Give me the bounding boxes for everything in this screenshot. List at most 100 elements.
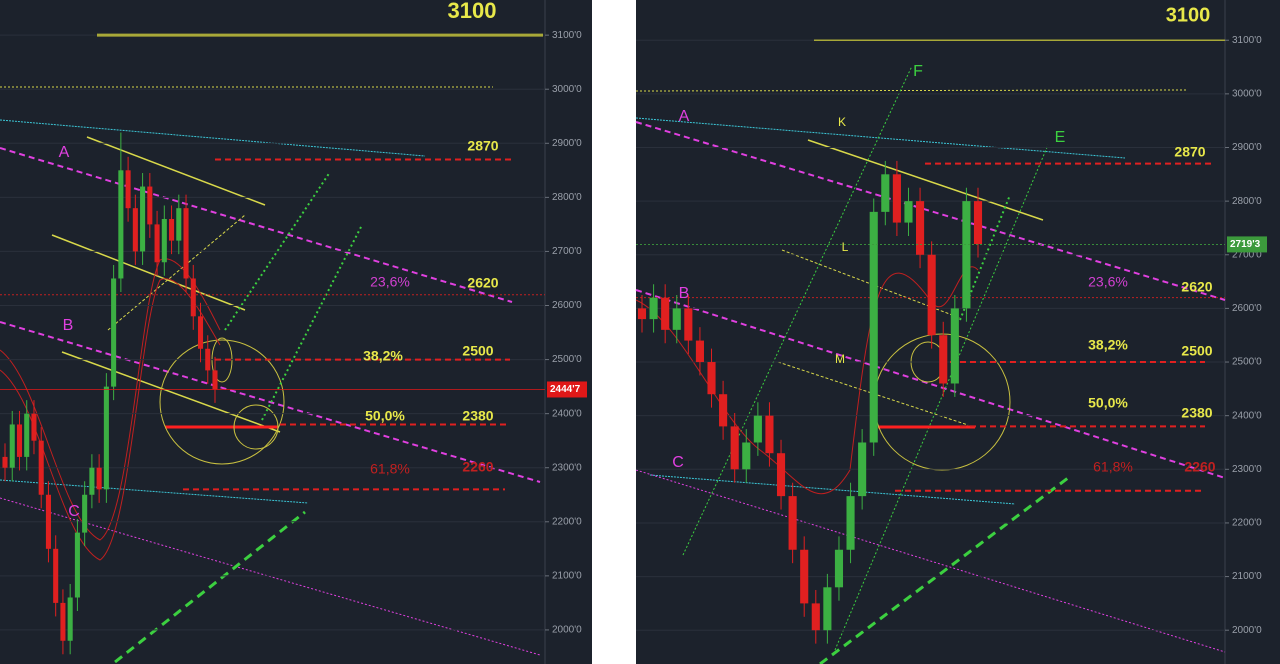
panel-left [0, 0, 592, 664]
candle-body [161, 218, 167, 263]
y-tick-label: 3100'0 [1232, 35, 1262, 46]
candle-body [707, 362, 716, 395]
wave-label: L [842, 240, 849, 254]
level-label: 2870 [467, 138, 498, 154]
fib-label: 23,6% [370, 274, 410, 290]
candle-body [125, 170, 131, 209]
candle-body [637, 308, 647, 320]
price-tag-label: 2719'3 [1230, 239, 1261, 250]
candle-body [962, 201, 971, 309]
price-tag [547, 381, 587, 398]
y-tick-label: 2000'0 [552, 625, 582, 636]
wave-label: K [838, 115, 846, 129]
y-tick-label: 2300'0 [1232, 464, 1262, 475]
fib-label: 61,8% [370, 461, 410, 477]
y-tick-label: 2100'0 [552, 571, 582, 582]
y-tick-label: 2600'0 [1232, 303, 1262, 314]
y-tick-label: 3100'0 [552, 30, 582, 41]
candle-body [649, 297, 658, 320]
candle-body [765, 415, 774, 454]
candle-body [927, 254, 936, 336]
candle-body [190, 278, 196, 317]
candle-body [904, 201, 913, 223]
candle-body [205, 348, 211, 371]
wave-label: M [835, 352, 845, 366]
wave-label: C [68, 503, 80, 520]
y-tick-label: 3000'0 [1232, 89, 1262, 100]
candle-body [684, 308, 693, 341]
level-label: 3100 [448, 0, 497, 23]
fib-label: 38,2% [363, 348, 403, 364]
candle-body [916, 201, 925, 255]
candle-body [31, 413, 37, 441]
y-tick-label: 2500'0 [1232, 357, 1262, 368]
wave-label: E [1055, 129, 1066, 146]
y-tick-label: 2800'0 [552, 192, 582, 203]
level-label: 2870 [1174, 144, 1205, 160]
candle-body [719, 394, 728, 427]
level-label: 2500 [462, 343, 493, 359]
y-tick-label: 2000'0 [1232, 625, 1262, 636]
fib-label: 38,2% [1088, 337, 1128, 353]
drawings-left [0, 86, 541, 664]
y-tick-label: 2300'0 [552, 462, 582, 473]
candle-body [742, 442, 751, 470]
level-label: 2380 [1181, 405, 1212, 421]
level-label: 2380 [462, 408, 493, 424]
candle-body [973, 201, 983, 245]
wave-label: F [913, 63, 923, 80]
y-tick-label: 2400'0 [552, 408, 582, 419]
y-tick-label: 2500'0 [552, 354, 582, 365]
y-tick-label: 2400'0 [1232, 410, 1262, 421]
fib-label: 23,6% [1088, 274, 1128, 290]
candle-body [776, 453, 786, 497]
candle-body [140, 186, 146, 252]
candle-body [823, 587, 832, 631]
level-label: 2260 [1184, 459, 1215, 475]
fib-label: 50,0% [1088, 395, 1128, 411]
candle-body [53, 548, 59, 603]
candle-body [811, 603, 820, 631]
candle-body [103, 386, 109, 490]
candle-body [892, 174, 901, 223]
candle-body [788, 496, 797, 550]
y-tick-label: 2900'0 [552, 138, 582, 149]
wave-label: C [672, 454, 684, 471]
candle-body [111, 278, 117, 387]
candle-body [82, 494, 88, 533]
y-tick-label: 2200'0 [552, 516, 582, 527]
candle-body [183, 208, 189, 279]
candle-body [9, 424, 15, 468]
candle-body [834, 549, 844, 588]
candle-body [24, 413, 30, 457]
candle-body [16, 424, 23, 457]
y-tick-label: 2600'0 [552, 300, 582, 311]
y-tick-label: 2200'0 [1232, 518, 1262, 529]
fib-label: 61,8% [1093, 459, 1133, 475]
y-tick-label: 2800'0 [1232, 196, 1262, 207]
y-tick-label: 3000'0 [552, 84, 582, 95]
candle-body [147, 186, 153, 225]
candle-body [212, 370, 218, 390]
level-label: 2620 [1181, 279, 1212, 295]
level-label: 2620 [467, 275, 498, 291]
price-tag [1227, 236, 1267, 253]
level-label: 3100 [1166, 4, 1211, 26]
candle-body [38, 440, 44, 495]
candle-body [169, 218, 175, 241]
y-tick-label: 2900'0 [1232, 142, 1262, 153]
candle-body [661, 297, 670, 330]
candle-body [45, 494, 51, 549]
candle-body [753, 415, 762, 443]
candle-body [118, 170, 124, 279]
wave-label: A [679, 108, 690, 125]
candle-body [881, 174, 890, 212]
candle-body [89, 467, 95, 495]
wave-label: A [59, 144, 70, 161]
wave-label: B [63, 317, 74, 334]
candle-body [695, 340, 704, 363]
candle-body [800, 549, 809, 604]
candle-body [60, 602, 66, 641]
level-label: 2500 [1181, 343, 1212, 359]
